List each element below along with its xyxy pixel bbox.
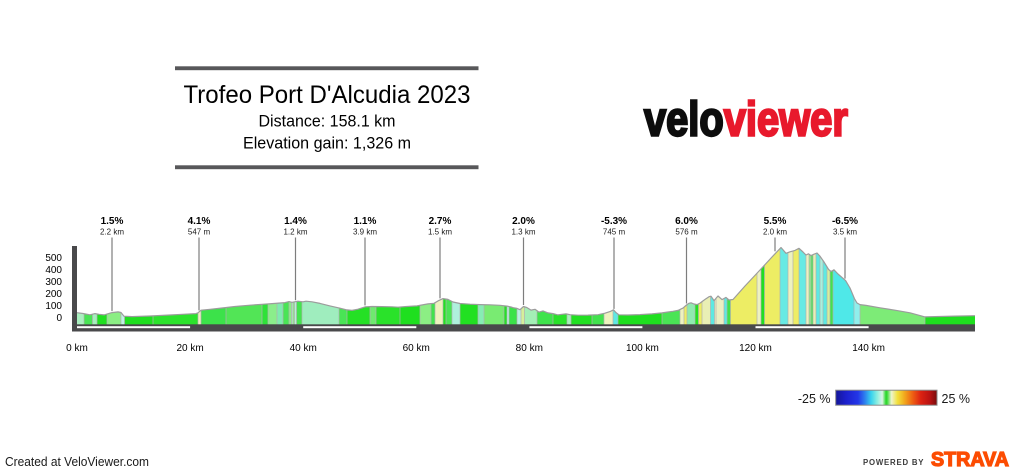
svg-text:-25 %: -25 % bbox=[798, 392, 831, 406]
svg-text:0: 0 bbox=[56, 313, 62, 324]
svg-text:1.4%: 1.4% bbox=[284, 216, 307, 227]
svg-text:3.9 km: 3.9 km bbox=[353, 228, 377, 237]
svg-text:1.5 km: 1.5 km bbox=[428, 228, 452, 237]
svg-text:547 m: 547 m bbox=[188, 228, 211, 237]
svg-text:velo: velo bbox=[644, 93, 724, 147]
svg-text:80 km: 80 km bbox=[516, 343, 543, 354]
svg-text:500: 500 bbox=[45, 253, 62, 264]
svg-text:Elevation gain: 1,326 m: Elevation gain: 1,326 m bbox=[243, 133, 411, 152]
svg-text:STRAVA: STRAVA bbox=[931, 448, 1009, 471]
svg-text:Distance: 158.1 km: Distance: 158.1 km bbox=[259, 111, 396, 130]
svg-text:2.0 km: 2.0 km bbox=[763, 228, 787, 237]
svg-text:100: 100 bbox=[45, 301, 62, 312]
svg-text:-6.5%: -6.5% bbox=[832, 216, 858, 227]
svg-text:1.2 km: 1.2 km bbox=[283, 228, 307, 237]
svg-text:2.7%: 2.7% bbox=[429, 216, 452, 227]
svg-text:400: 400 bbox=[45, 265, 62, 276]
svg-text:300: 300 bbox=[45, 277, 62, 288]
svg-text:140 km: 140 km bbox=[852, 343, 885, 354]
svg-text:2.2 km: 2.2 km bbox=[100, 228, 124, 237]
svg-text:Trofeo Port D'Alcudia 2023: Trofeo Port D'Alcudia 2023 bbox=[184, 81, 471, 109]
svg-text:2.0%: 2.0% bbox=[512, 216, 535, 227]
svg-text:576 m: 576 m bbox=[675, 228, 698, 237]
svg-text:4.1%: 4.1% bbox=[188, 216, 211, 227]
svg-text:60 km: 60 km bbox=[403, 343, 430, 354]
svg-text:5.5%: 5.5% bbox=[764, 216, 787, 227]
svg-text:Created at VeloViewer.com: Created at VeloViewer.com bbox=[5, 454, 149, 469]
svg-text:20 km: 20 km bbox=[176, 343, 203, 354]
svg-text:120 km: 120 km bbox=[739, 343, 772, 354]
svg-text:100 km: 100 km bbox=[626, 343, 659, 354]
svg-text:6.0%: 6.0% bbox=[675, 216, 698, 227]
svg-text:1.5%: 1.5% bbox=[101, 216, 124, 227]
svg-text:3.5 km: 3.5 km bbox=[833, 228, 857, 237]
svg-text:viewer: viewer bbox=[724, 93, 848, 147]
svg-text:-5.3%: -5.3% bbox=[601, 216, 627, 227]
svg-text:0 km: 0 km bbox=[66, 343, 88, 354]
svg-text:25 %: 25 % bbox=[942, 392, 971, 406]
svg-text:40 km: 40 km bbox=[290, 343, 317, 354]
svg-text:1.1%: 1.1% bbox=[354, 216, 377, 227]
svg-text:745 m: 745 m bbox=[603, 228, 626, 237]
svg-text:200: 200 bbox=[45, 289, 62, 300]
svg-text:POWERED BY: POWERED BY bbox=[863, 458, 924, 467]
svg-text:1.3 km: 1.3 km bbox=[511, 228, 535, 237]
